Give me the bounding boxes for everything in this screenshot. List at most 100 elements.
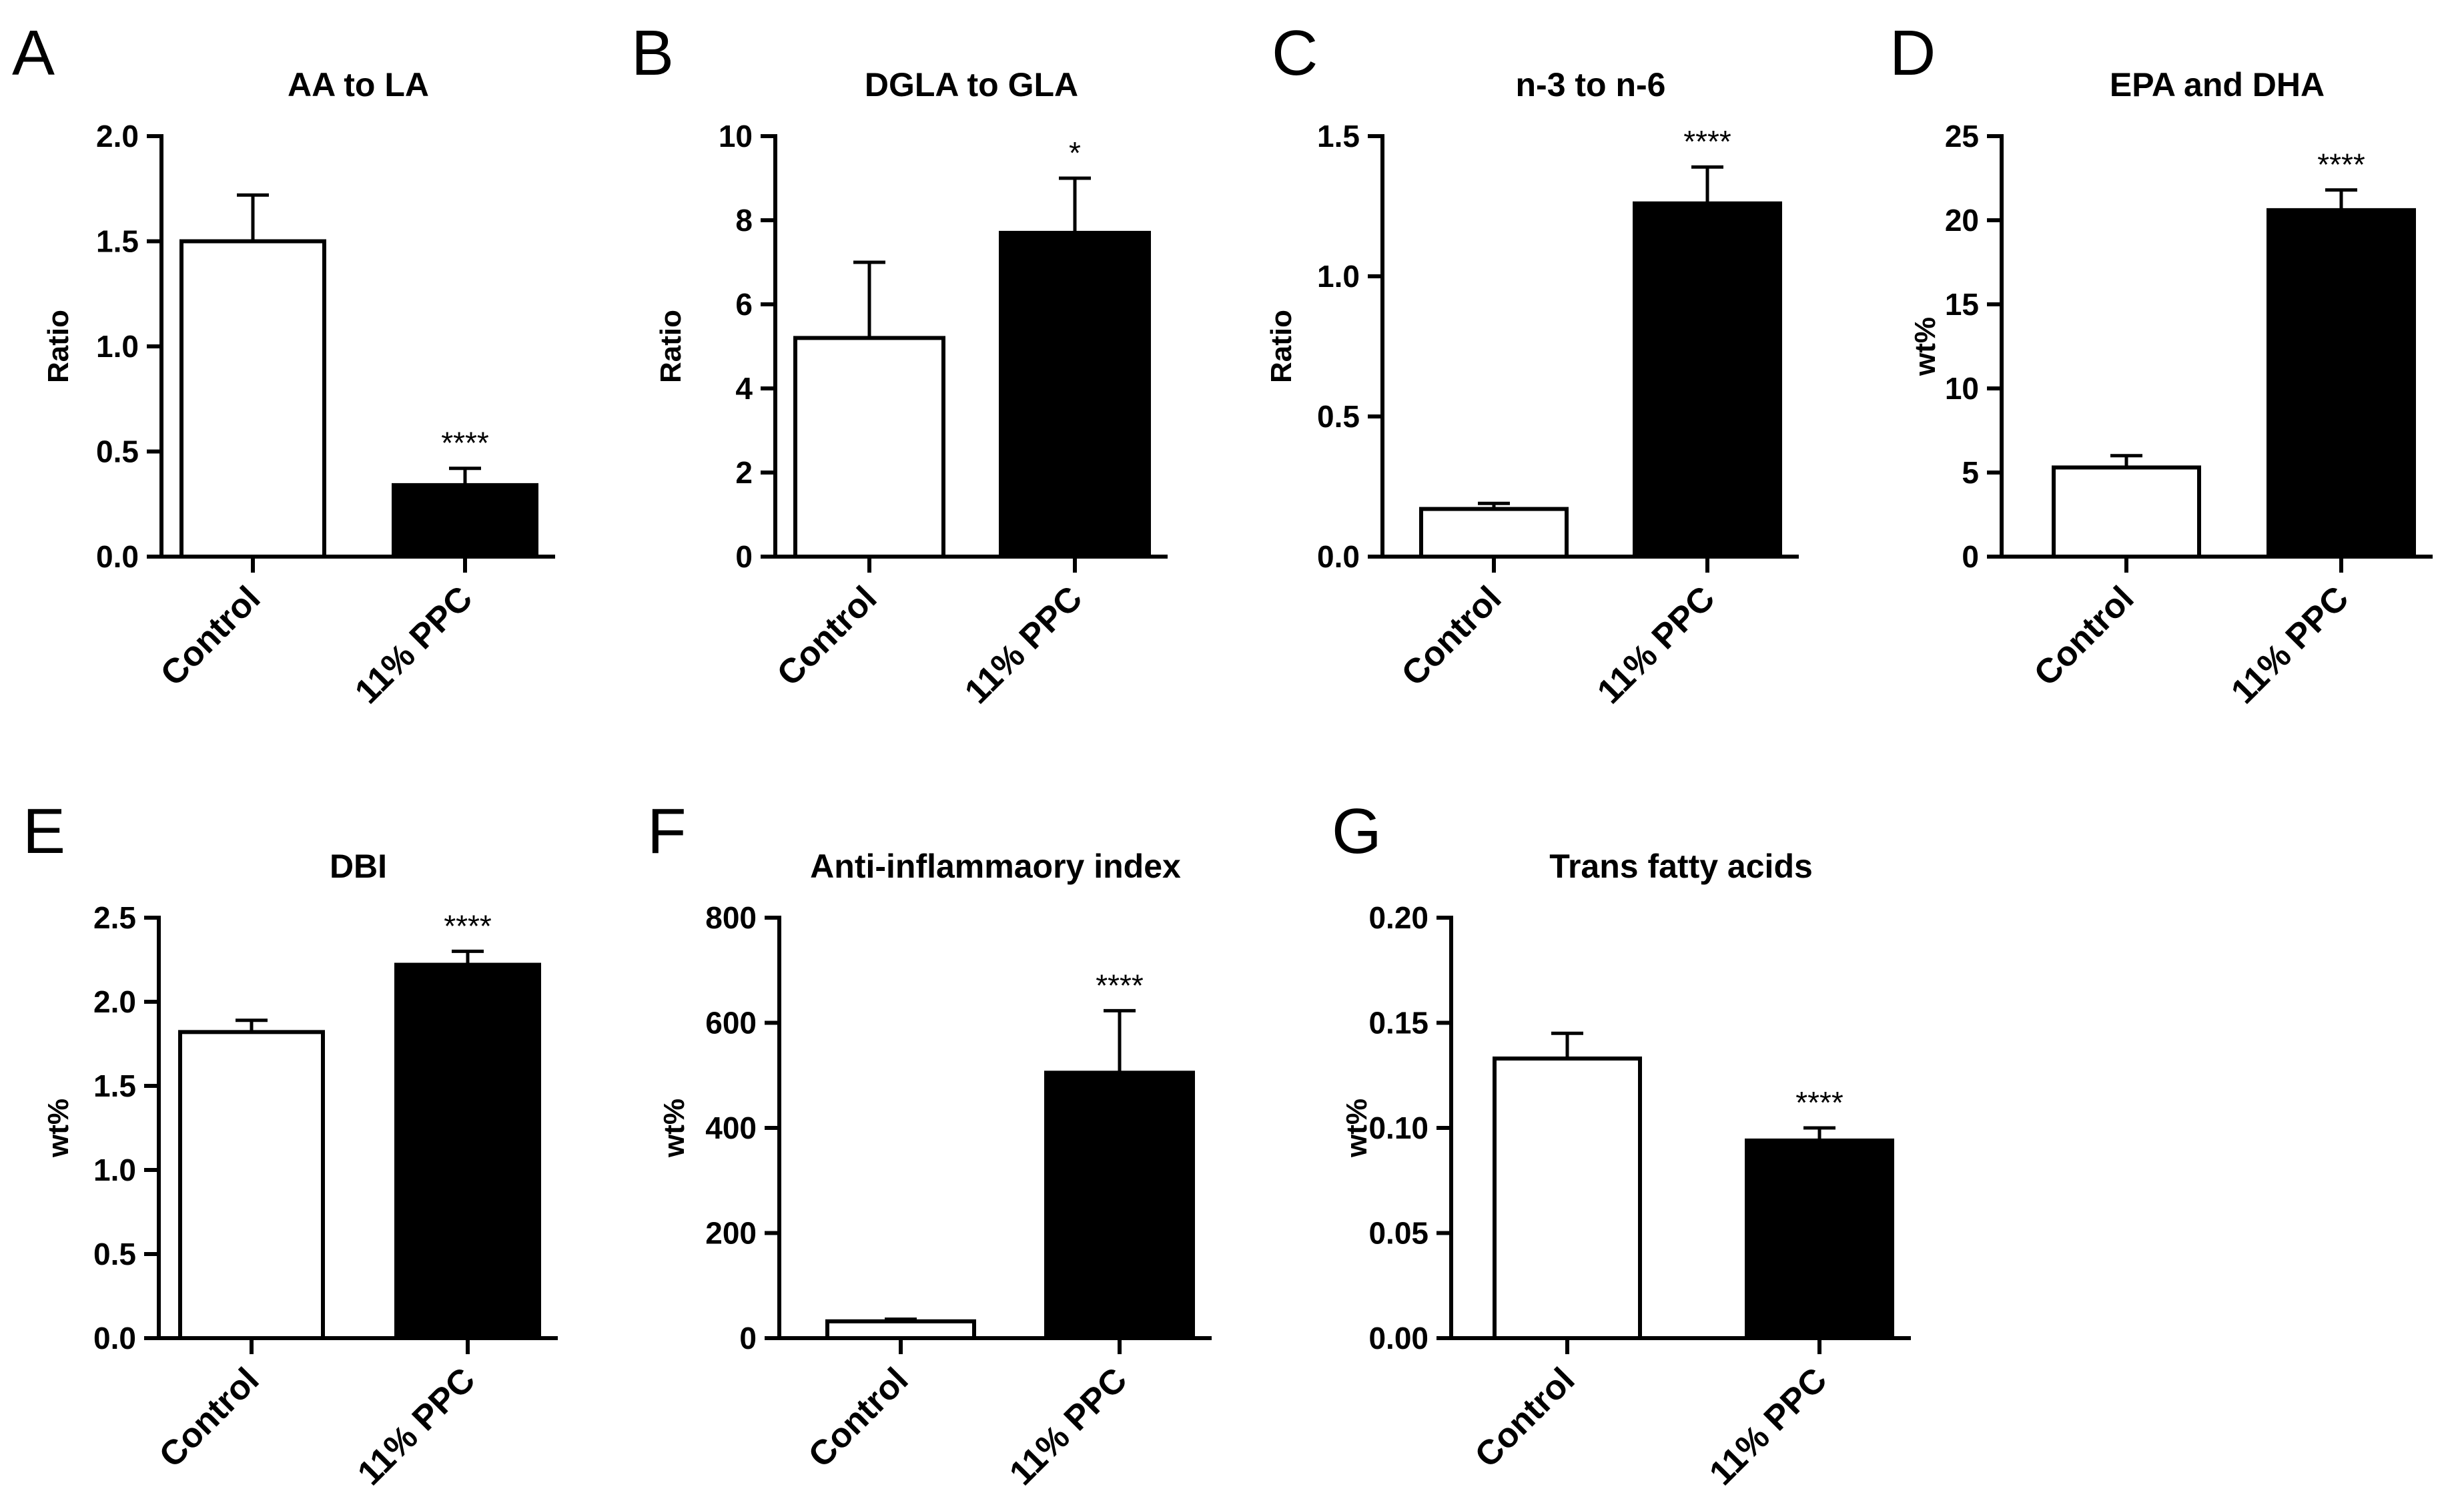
y-tick-label: 1.5 <box>1317 119 1360 154</box>
x-tick-label: Control <box>770 579 885 693</box>
bar-control <box>793 336 945 559</box>
x-tick-label: Control <box>1468 1360 1583 1475</box>
x-tick-label: 11% PPC <box>348 579 480 711</box>
bar-ppc <box>392 483 538 559</box>
chart-panel-a: A AA to LA Ratio 0.0 0.5 1.0 1.5 2.0 Control 11% … <box>12 17 555 711</box>
chart-title: EPA and DHA <box>2110 66 2325 103</box>
y-tick-label: 0.20 <box>1368 900 1428 935</box>
bar-ppc <box>1044 1071 1195 1340</box>
y-tick-label: 400 <box>705 1111 757 1145</box>
y-tick-label: 0 <box>735 539 753 574</box>
significance-label: **** <box>1096 968 1144 1002</box>
significance-label: * <box>1069 135 1081 170</box>
y-tick-label: 1.5 <box>93 1069 136 1103</box>
y-tick-label: 2.0 <box>96 119 139 154</box>
y-tick-label: 0.0 <box>96 539 139 574</box>
x-tick-label: Control <box>2027 579 2142 693</box>
y-tick-label: 1.0 <box>1317 259 1360 294</box>
significance-label: **** <box>444 908 492 943</box>
y-tick-label: 10 <box>719 119 753 154</box>
x-tick-label: 11% PPC <box>2224 579 2356 711</box>
chart-title: DBI <box>330 848 387 885</box>
panel-letter: D <box>1890 17 1936 89</box>
x-tick-label: Control <box>801 1360 916 1475</box>
panel-letter: G <box>1332 796 1382 867</box>
y-axis-label: wt% <box>1340 1099 1373 1158</box>
panel-letter: A <box>12 17 55 89</box>
x-tick-label: Control <box>153 579 268 693</box>
panel-letter: B <box>631 17 674 89</box>
panel-letter: E <box>23 796 65 867</box>
chart-title: n-3 to n-6 <box>1516 66 1666 103</box>
x-tick-label: 11% PPC <box>1702 1360 1834 1492</box>
significance-label: **** <box>1683 124 1731 159</box>
chart-title: AA to LA <box>288 66 429 103</box>
y-tick-label: 2 <box>735 455 753 490</box>
y-tick-label: 15 <box>1945 287 1979 322</box>
y-axis-label: Ratio <box>655 310 687 383</box>
bar-ppc <box>999 230 1151 559</box>
y-tick-label: 25 <box>1945 119 1979 154</box>
chart-panel-g: G Trans fatty acids wt% 0.00 0.05 0.10 0.15 0.2… <box>1332 796 1911 1493</box>
y-tick-label: 0.0 <box>93 1321 136 1355</box>
y-tick-label: 1.5 <box>96 224 139 259</box>
y-tick-label: 0.10 <box>1368 1111 1428 1145</box>
y-axis-label: wt% <box>658 1099 691 1158</box>
x-tick-label: 11% PPC <box>1590 579 1722 711</box>
bar-control <box>179 239 326 559</box>
bar-control <box>2052 465 2201 559</box>
chart-title: Trans fatty acids <box>1549 848 1813 885</box>
bar-control <box>178 1030 325 1340</box>
y-tick-label: 200 <box>705 1216 757 1251</box>
bar-ppc <box>2267 208 2416 559</box>
y-tick-label: 0.5 <box>96 434 139 469</box>
y-axis-label: Ratio <box>1265 310 1298 383</box>
x-tick-label: Control <box>152 1360 267 1475</box>
y-tick-label: 0 <box>1962 539 1979 574</box>
x-tick-label: 11% PPC <box>350 1360 482 1492</box>
x-tick-label: Control <box>1394 579 1509 693</box>
y-tick-label: 0.5 <box>1317 399 1360 434</box>
y-tick-label: 800 <box>705 900 757 935</box>
chart-title: Anti-inflammaory index <box>810 848 1181 885</box>
bar-ppc <box>1745 1138 1894 1341</box>
bar-control <box>1419 507 1569 559</box>
chart-panel-e: E DBI wt% 0.0 0.5 1.0 1.5 2.0 2.5 Control 11% PPC *… <box>23 796 558 1493</box>
y-tick-label: 4 <box>735 371 753 406</box>
y-tick-label: 600 <box>705 1006 757 1040</box>
y-tick-label: 20 <box>1945 203 1979 238</box>
bar-control <box>825 1319 976 1341</box>
y-tick-label: 0 <box>739 1321 757 1355</box>
significance-label: **** <box>2317 147 2365 182</box>
y-tick-label: 1.0 <box>93 1153 136 1187</box>
significance-label: **** <box>1795 1085 1843 1120</box>
y-tick-label: 10 <box>1945 371 1979 406</box>
y-tick-label: 5 <box>1962 455 1979 490</box>
y-tick-label: 2.0 <box>93 984 136 1019</box>
panel-letter: C <box>1272 17 1318 89</box>
y-tick-label: 0.15 <box>1368 1006 1428 1040</box>
y-axis-label: wt% <box>42 1099 75 1158</box>
chart-title: DGLA to GLA <box>865 66 1078 103</box>
significance-label: **** <box>441 426 489 461</box>
bar-ppc <box>1633 201 1782 559</box>
panel-letter: F <box>647 796 687 867</box>
y-tick-label: 8 <box>735 203 753 238</box>
chart-panel-b: B DGLA to GLA Ratio 0 2 4 6 8 10 Control 11% PPC * <box>631 17 1168 711</box>
chart-panel-d: D EPA and DHA wt% 0 5 10 15 20 25 Control 11% PPC *… <box>1890 17 2433 711</box>
y-tick-label: 0.00 <box>1368 1321 1428 1355</box>
y-axis-label: wt% <box>1909 317 1942 376</box>
x-tick-label: 11% PPC <box>1002 1360 1134 1492</box>
x-tick-label: 11% PPC <box>957 579 1090 711</box>
bar-control <box>1493 1056 1642 1341</box>
chart-panel-f: F Anti-inflammaory index wt% 0 200 400 600 800 C… <box>647 796 1212 1493</box>
y-tick-label: 0.05 <box>1368 1216 1428 1251</box>
y-tick-label: 6 <box>735 287 753 322</box>
bar-ppc <box>394 962 541 1341</box>
y-tick-label: 2.5 <box>93 900 136 935</box>
y-axis-label: Ratio <box>42 310 75 383</box>
y-tick-label: 1.0 <box>96 329 139 364</box>
y-tick-label: 0.0 <box>1317 539 1360 574</box>
